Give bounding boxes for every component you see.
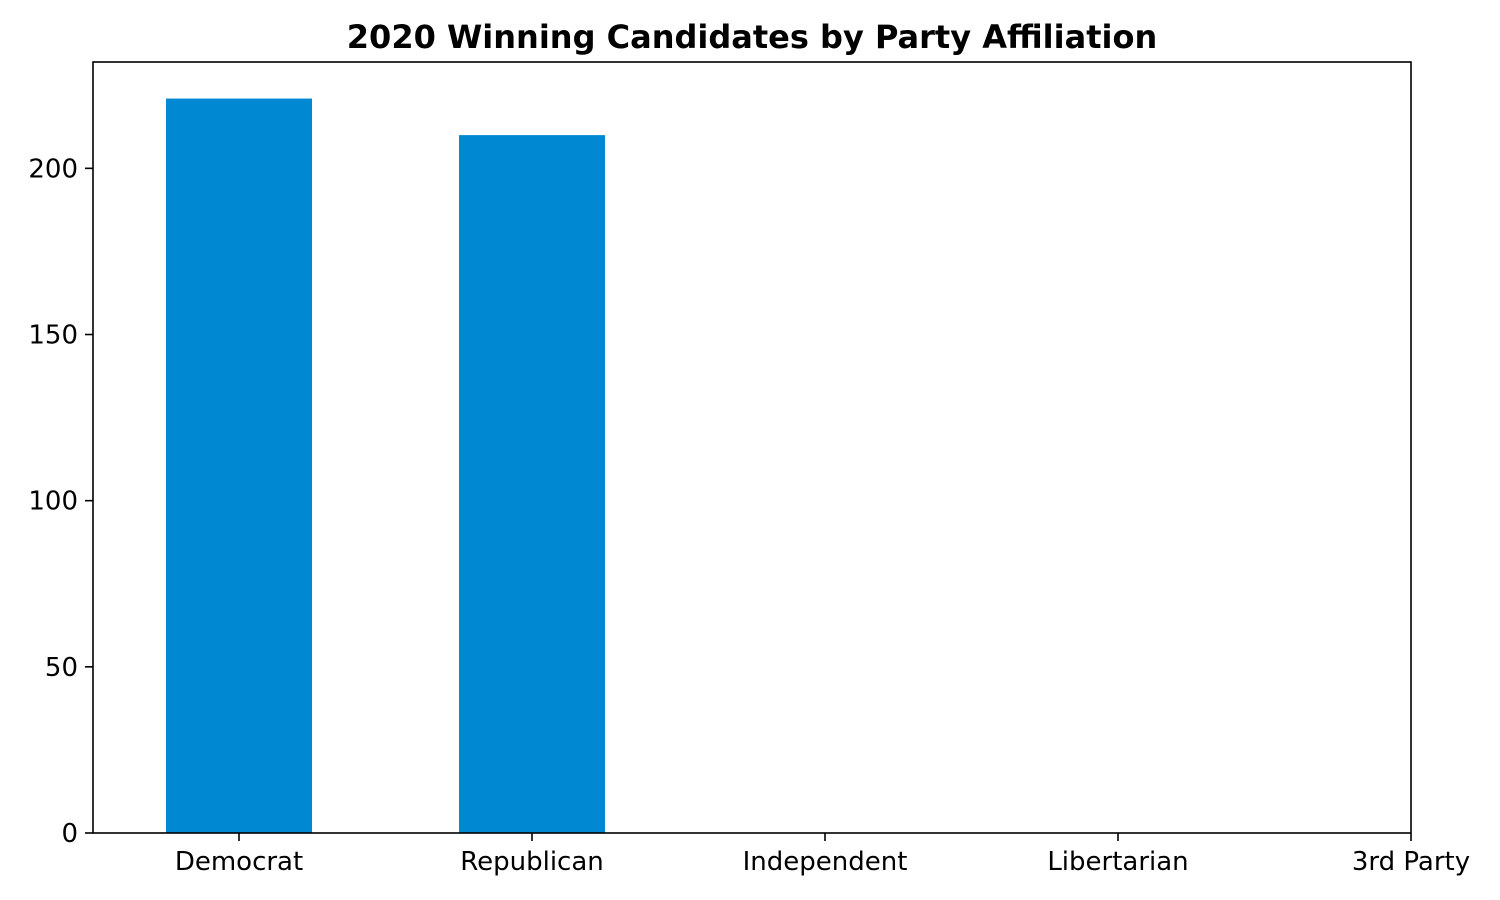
y-axis: 0 50 100 150 200 bbox=[28, 154, 93, 849]
y-tick-label: 50 bbox=[45, 653, 78, 683]
x-tick-label: Democrat bbox=[175, 847, 303, 877]
plot-frame bbox=[92, 61, 1412, 834]
y-tick-label: 200 bbox=[28, 154, 78, 184]
bar-democrat bbox=[166, 98, 312, 834]
x-tick-label: 3rd Party bbox=[1352, 847, 1470, 877]
y-tick-label: 0 bbox=[61, 819, 78, 849]
y-tick-label: 150 bbox=[28, 321, 78, 351]
y-tick-label: 100 bbox=[28, 487, 78, 517]
x-tick-label: Independent bbox=[743, 847, 908, 877]
bars bbox=[166, 98, 605, 834]
chart-title: 2020 Winning Candidates by Party Affilia… bbox=[347, 18, 1157, 56]
x-tick-label: Libertarian bbox=[1047, 847, 1188, 877]
x-axis: Democrat Republican Independent Libertarian… bbox=[175, 833, 1470, 877]
bar-republican bbox=[459, 135, 605, 834]
x-tick-label: Republican bbox=[460, 847, 604, 877]
